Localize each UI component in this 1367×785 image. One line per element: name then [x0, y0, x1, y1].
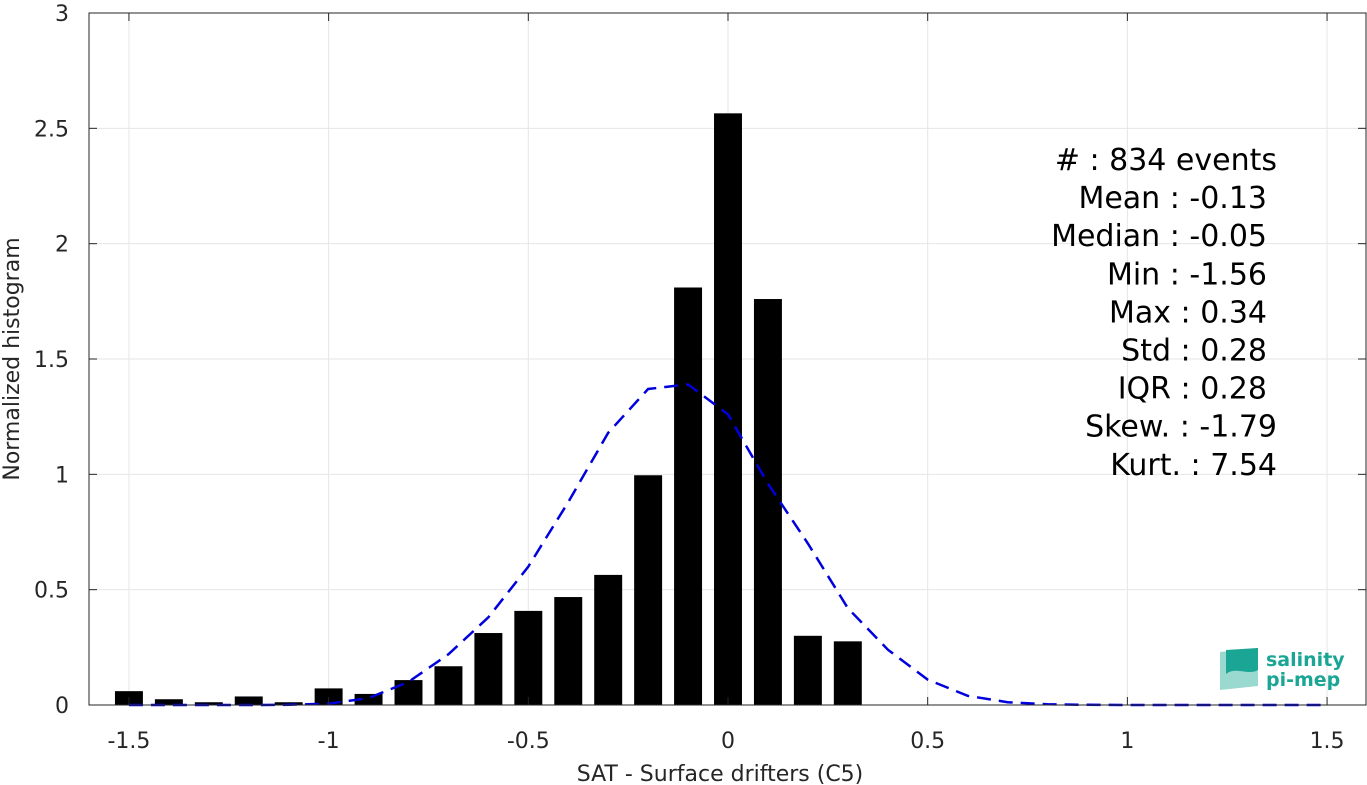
y-tick-label: 3	[55, 2, 69, 27]
histogram-bars	[114, 113, 862, 706]
histogram-bar	[554, 597, 583, 705]
histogram-bar	[234, 696, 263, 705]
statistics-line: Max : 0.34	[1109, 295, 1267, 330]
histogram-bar	[514, 610, 543, 705]
logo-wave-layer-icon	[1226, 648, 1258, 674]
histogram-bar	[434, 666, 463, 705]
y-axis-ticks: 0 0.5 1 1.5 2 2.5 3	[34, 2, 1366, 719]
histogram-bar	[314, 688, 343, 705]
histogram-bar	[354, 693, 383, 705]
x-tick-label: -1.5	[107, 729, 150, 754]
y-tick-label: 1.5	[34, 348, 69, 373]
histogram-bar	[833, 641, 862, 705]
y-tick-label: 0.5	[34, 579, 69, 604]
histogram-bar	[753, 299, 782, 705]
x-tick-label: -1	[318, 729, 340, 754]
x-tick-label: 0	[721, 729, 735, 754]
histogram-bar	[154, 699, 183, 705]
histogram-bar	[634, 475, 663, 705]
statistics-line: Mean : -0.13	[1078, 181, 1267, 216]
y-tick-label: 1	[55, 463, 69, 488]
histogram-bar	[594, 574, 623, 705]
y-axis-label: Normalized histogram	[0, 237, 25, 480]
y-tick-label: 0	[55, 694, 69, 719]
x-axis-label: SAT - Surface drifters (C5)	[577, 762, 864, 785]
x-tick-label: 1	[1120, 729, 1134, 754]
statistics-line: Skew. : -1.79	[1085, 410, 1277, 445]
histogram-bar	[714, 113, 742, 706]
histogram-bar	[474, 633, 503, 705]
y-tick-label: 2.5	[34, 117, 69, 142]
statistics-line: # : 834 events	[1055, 143, 1277, 178]
statistics-line: Median : -0.05	[1051, 219, 1267, 254]
histogram-bar	[394, 680, 423, 705]
histogram-bar	[674, 287, 703, 705]
y-tick-label: 2	[55, 233, 69, 258]
statistics-line: Min : -1.56	[1107, 257, 1267, 292]
x-tick-label: -0.5	[507, 729, 550, 754]
logo-line-1: salinity	[1266, 649, 1345, 671]
histogram-bar	[194, 702, 223, 705]
x-tick-label: 1.5	[1310, 729, 1345, 754]
logo-line-2: pi-mep	[1266, 669, 1340, 691]
statistics-line: IQR : 0.28	[1118, 372, 1267, 407]
histogram-bar	[793, 635, 822, 705]
x-axis-ticks: -1.5 -1 -0.5 0 0.5 1 1.5	[107, 13, 1345, 754]
statistics-line: Kurt. : 7.54	[1110, 448, 1277, 483]
statistics-line: Std : 0.28	[1121, 334, 1267, 369]
salinity-pi-mep-logo: salinity pi-mep	[1220, 648, 1345, 691]
x-tick-label: 0.5	[910, 729, 945, 754]
